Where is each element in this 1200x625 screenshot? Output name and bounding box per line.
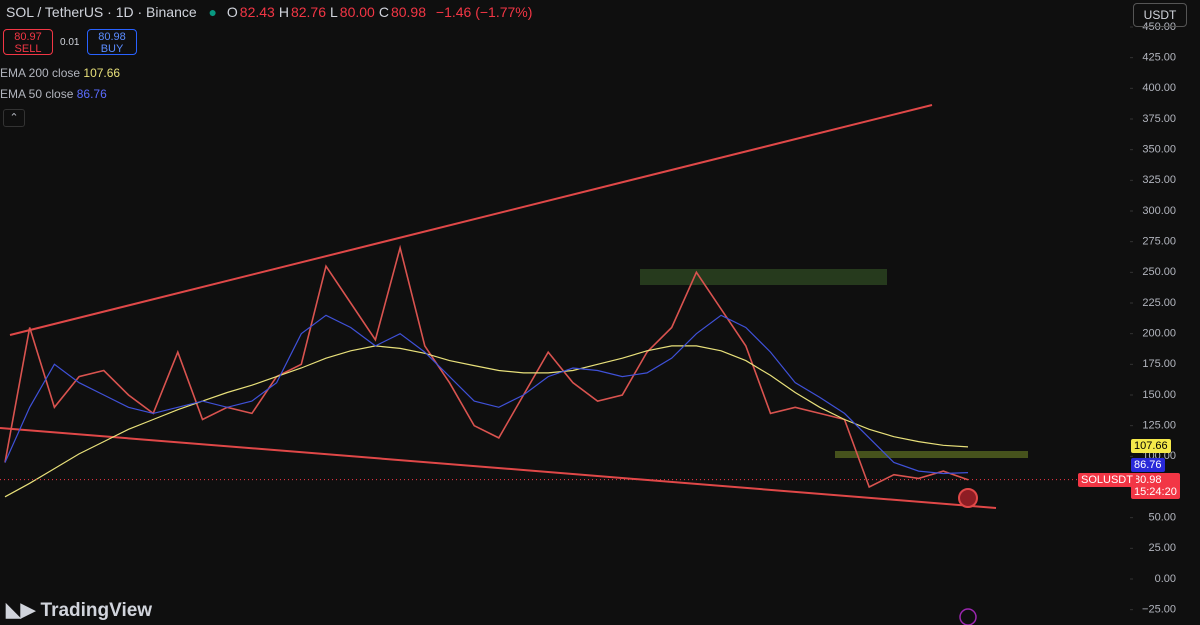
buy-label: BUY	[100, 43, 124, 55]
y-tick-label: 175.00	[1142, 358, 1176, 370]
watermark: ◣▶ TradingView	[6, 599, 152, 622]
ohlc-value: 82.43	[239, 4, 275, 20]
ohlc-label: H	[278, 4, 289, 20]
series-line	[4, 244, 969, 489]
status-dot: ●	[208, 4, 217, 20]
y-tick-label: 325.00	[1142, 174, 1176, 186]
y-tick-label: −25.00	[1142, 604, 1176, 616]
y-tick-label: 200.00	[1142, 328, 1176, 340]
last-price-tag: 80.98 15:24:20	[1131, 472, 1180, 499]
legend-value: 86.76	[76, 87, 107, 101]
last-price: 80.98	[1134, 473, 1162, 486]
lower-trendline	[0, 427, 997, 509]
ohlc-value: 82.76	[290, 4, 326, 20]
countdown: 15:24:20	[1134, 485, 1177, 498]
y-tick-label: 0.00	[1155, 573, 1176, 585]
ohlc-label: O	[226, 4, 238, 20]
legend-ema200[interactable]: EMA 200 close 107.66	[0, 66, 120, 80]
series-line	[4, 314, 969, 475]
legend-name: EMA 50 close	[0, 87, 74, 101]
upper-trendline	[9, 104, 933, 336]
sell-price: 80.97	[14, 31, 42, 43]
buy-button[interactable]: 80.98 BUY	[87, 29, 137, 55]
y-tick-label: 425.00	[1142, 52, 1176, 64]
y-tick-label: 50.00	[1148, 512, 1176, 524]
legend-ema50[interactable]: EMA 50 close 86.76	[0, 87, 107, 101]
spread: 0.01	[60, 37, 80, 48]
sell-button[interactable]: 80.97 SELL	[3, 29, 53, 55]
buy-price: 80.98	[98, 31, 126, 43]
alert-icon[interactable]	[959, 608, 977, 625]
ohlc-label: C	[378, 4, 389, 20]
header: SOL / TetherUS · 1D · Binance ● O 82.43 H 8…	[6, 4, 534, 20]
ohlc-value: 80.98	[390, 4, 427, 20]
collapse-button[interactable]: ⌃	[3, 109, 25, 127]
currency-dropdown[interactable]: USDT	[1133, 3, 1187, 27]
y-tick-label: 225.00	[1142, 297, 1176, 309]
y-tick-label: 125.00	[1142, 420, 1176, 432]
y-tick-label: 400.00	[1142, 82, 1176, 94]
legend-value: 107.66	[83, 66, 121, 80]
y-tick-label: 250.00	[1142, 266, 1176, 278]
y-tick-label: 150.00	[1142, 389, 1176, 401]
ohlc: O 82.43 H 82.76 L 80.00 C 80.98	[227, 4, 430, 20]
change: −1.46 (−1.77%)	[435, 4, 533, 20]
y-tick-label: 25.00	[1148, 542, 1176, 554]
y-tick-label: 350.00	[1142, 144, 1176, 156]
logo: ◣▶	[6, 600, 41, 621]
supply-zone	[640, 269, 887, 285]
target-marker	[958, 488, 978, 508]
y-tick-label: 300.00	[1142, 205, 1176, 217]
ohlc-label: L	[330, 4, 338, 20]
watermark-text: TradingView	[40, 600, 153, 621]
legend-name: EMA 200 close	[0, 66, 81, 80]
series-line	[4, 345, 969, 498]
ohlc-value: 80.00	[339, 4, 375, 20]
sell-label: SELL	[14, 43, 42, 55]
y-tick-label: 275.00	[1142, 236, 1176, 248]
symbol: SOL / TetherUS · 1D · Binance	[6, 4, 197, 20]
ema200-tag: 107.66	[1131, 438, 1171, 453]
symbol-tag: SOLUSDT	[1078, 472, 1136, 487]
ema50-tag: 86.76	[1131, 457, 1165, 472]
y-tick-label: 375.00	[1142, 113, 1176, 125]
resistance-zone	[835, 451, 1028, 458]
